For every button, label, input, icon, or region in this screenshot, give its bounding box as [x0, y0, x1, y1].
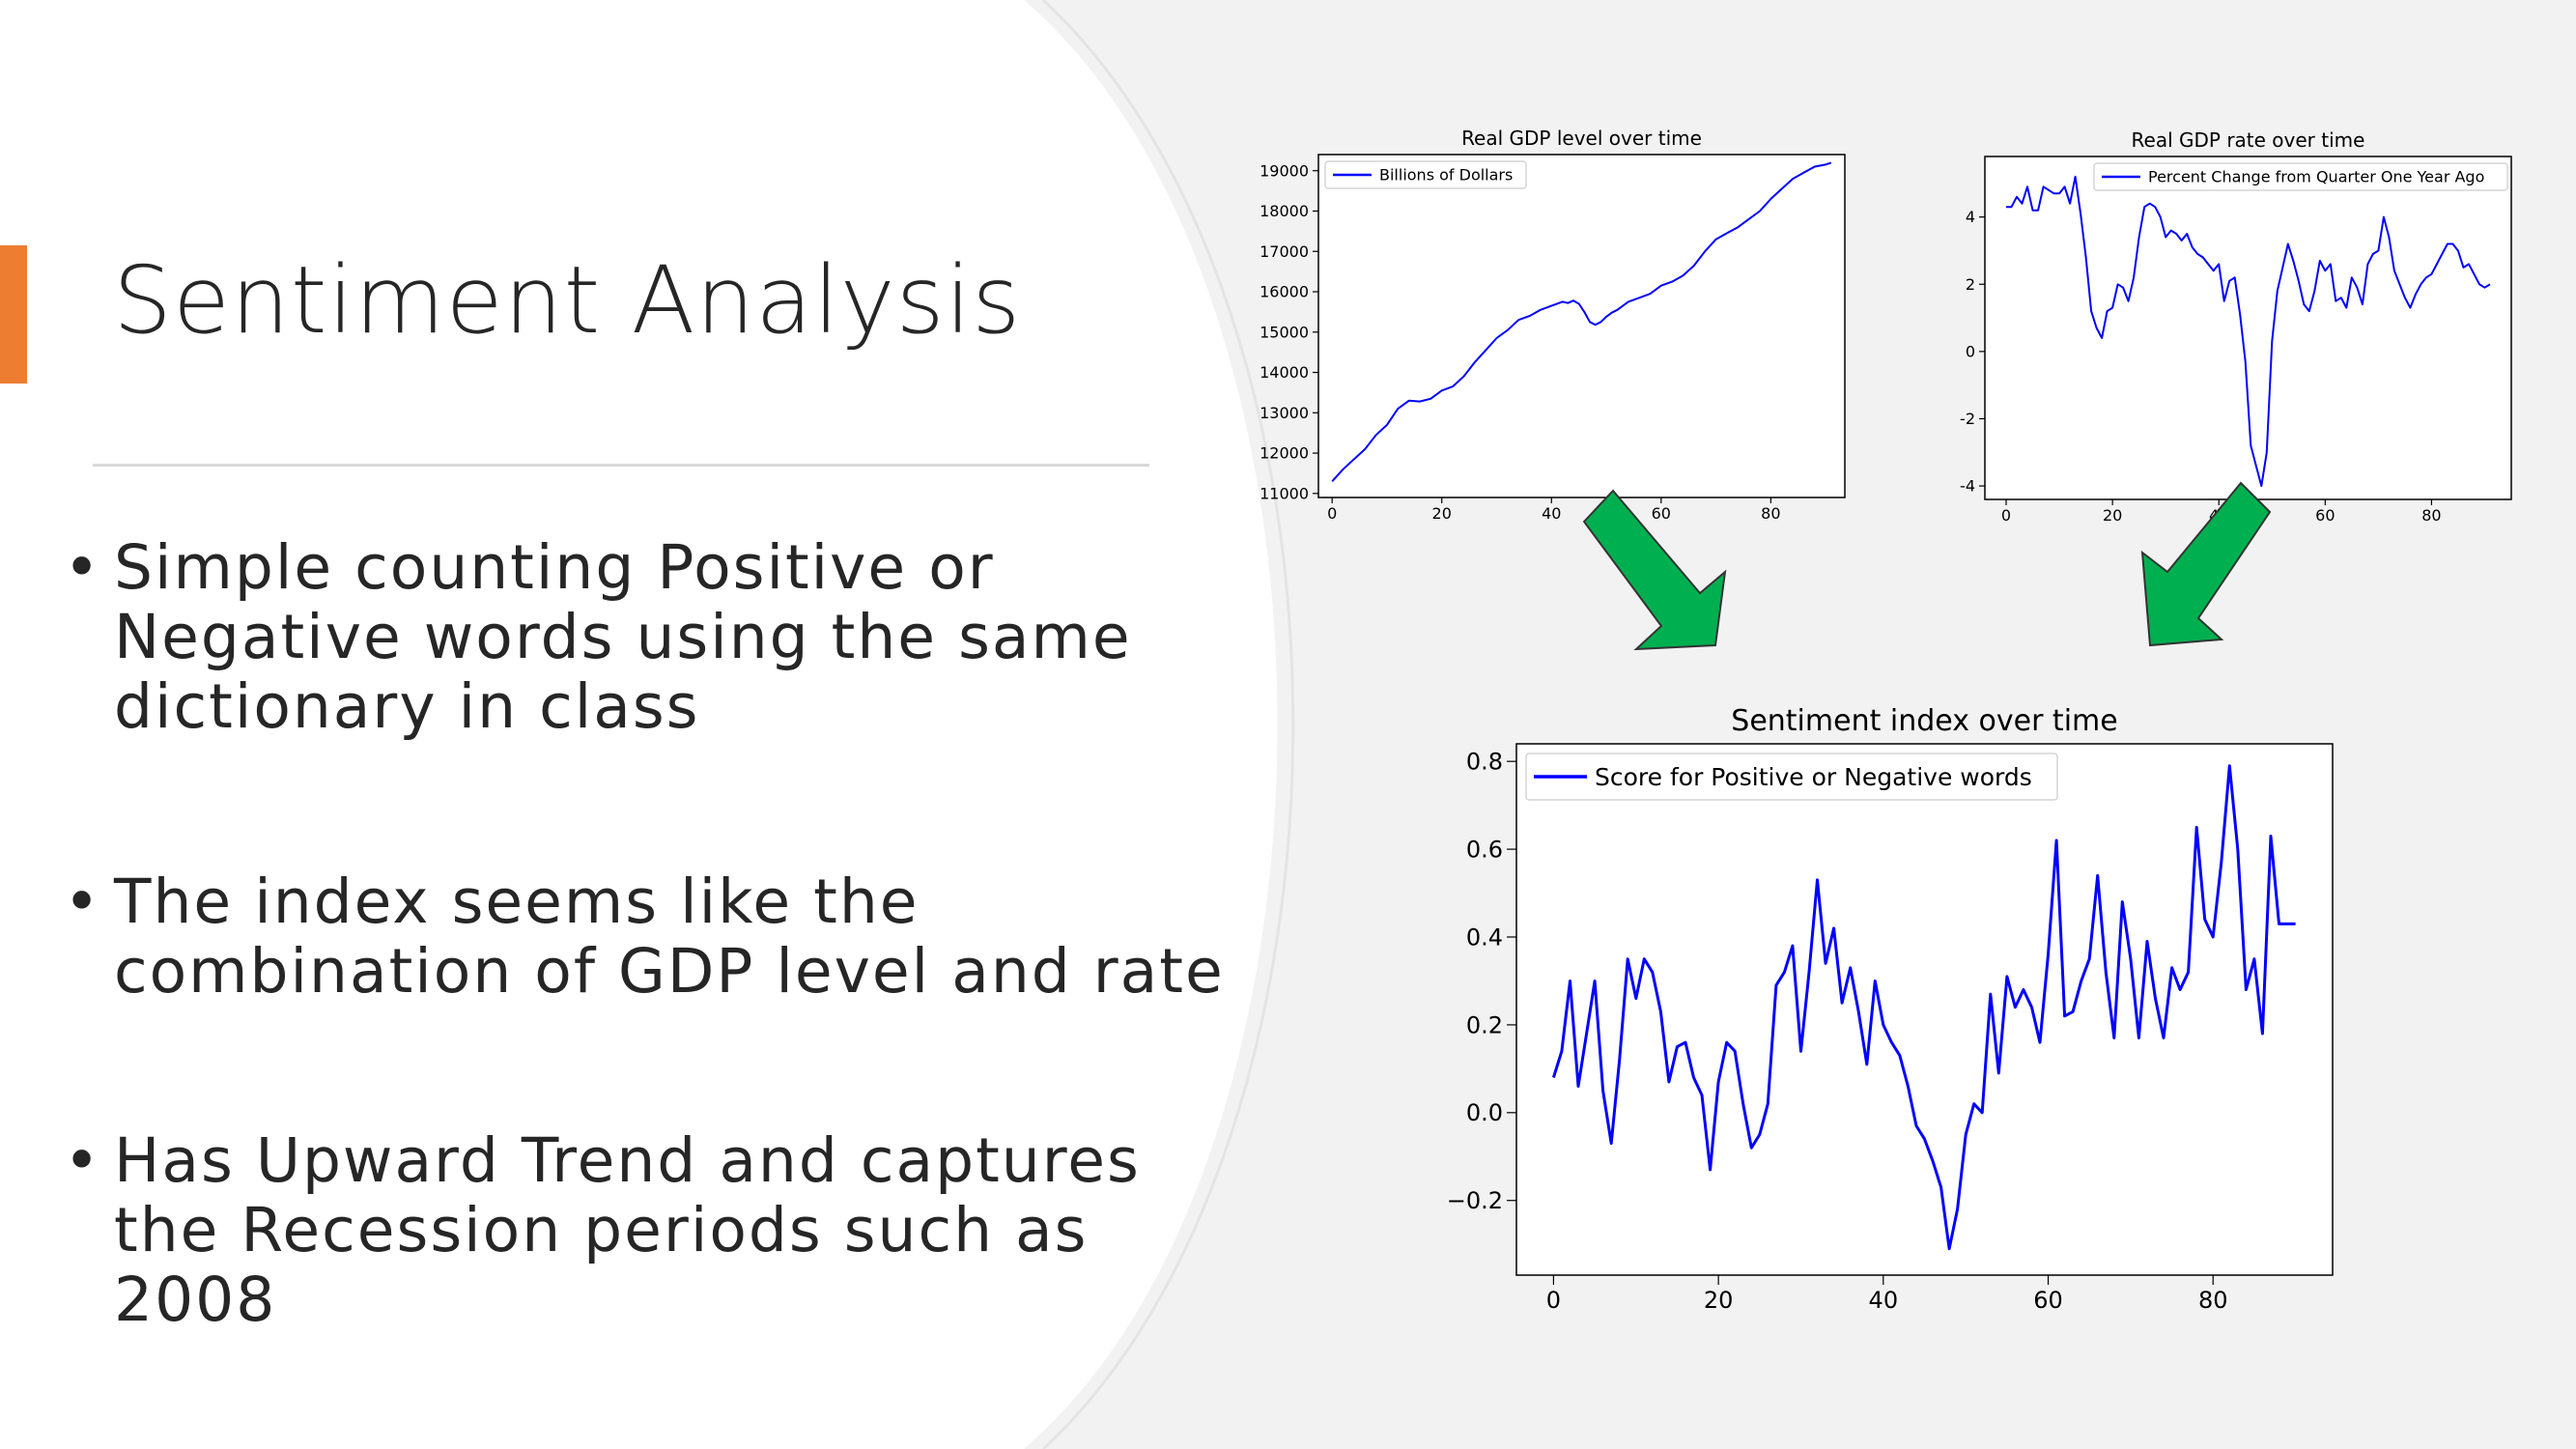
- chart-title: Real GDP rate over time: [2132, 128, 2365, 152]
- title-divider: [93, 464, 1149, 467]
- x-tick-label: 60: [2033, 1287, 2063, 1314]
- legend-box: [2093, 162, 2508, 191]
- bullet-text: Has Upward Trend and captures the Recess…: [114, 1125, 1141, 1335]
- plot-area: [1984, 156, 2512, 500]
- series-line: [2006, 175, 2491, 488]
- legend-box: [1525, 753, 2058, 801]
- legend-label: Score for Positive or Negative words: [1595, 763, 2032, 791]
- bullet-marker: •: [64, 1125, 102, 1196]
- accent-bar: [0, 245, 27, 384]
- green-down-arrow-icon: [2140, 481, 2272, 647]
- series-line: [1331, 161, 1832, 482]
- x-tick-label: 80: [2198, 1287, 2228, 1314]
- x-tick-label: 0: [2001, 506, 2011, 525]
- x-tick-label: 20: [1704, 1287, 1734, 1314]
- circle-outline-arc: [1041, 0, 1295, 1449]
- y-tick-label: 17000: [1260, 242, 1309, 261]
- x-tick-label: 20: [1432, 504, 1452, 523]
- y-tick-label: 0: [1966, 342, 1975, 360]
- x-tick-label: 80: [1761, 504, 1780, 523]
- x-tick-label: 80: [2421, 506, 2441, 525]
- series-line: [1551, 764, 2296, 1251]
- y-tick-label: 12000: [1260, 444, 1309, 463]
- x-tick-label: 60: [1652, 504, 1671, 523]
- x-tick-label: 40: [1542, 504, 1561, 523]
- legend-box: [1324, 160, 1527, 189]
- x-tick-label: 0: [1327, 504, 1337, 523]
- y-tick-label: 19000: [1260, 161, 1309, 180]
- y-tick-label: 0.4: [1466, 923, 1503, 951]
- legend-label: Percent Change from Quarter One Year Ago: [2148, 168, 2484, 186]
- plot-area: [1317, 154, 1846, 498]
- chart-title: Sentiment index over time: [1731, 704, 2117, 738]
- y-tick-label: 14000: [1260, 363, 1309, 382]
- bullet-item: • The index seems like the combination o…: [58, 867, 1256, 1007]
- y-tick-label: 11000: [1260, 484, 1309, 502]
- y-tick-label: 16000: [1260, 283, 1309, 301]
- chart-title: Real GDP level over time: [1461, 127, 1702, 150]
- bullet-marker: •: [64, 532, 102, 603]
- y-tick-label: 0.8: [1466, 749, 1503, 776]
- y-tick-label: 4: [1966, 208, 1975, 226]
- bullet-text: Simple counting Positive or Negative wor…: [114, 532, 1132, 742]
- legend-label: Billions of Dollars: [1379, 166, 1513, 185]
- bullet-item: • Simple counting Positive or Negative w…: [58, 533, 1256, 742]
- bullet-marker: •: [64, 867, 102, 937]
- y-tick-label: 15000: [1260, 323, 1309, 341]
- x-tick-label: 0: [1546, 1287, 1561, 1314]
- y-tick-label: −0.2: [1447, 1187, 1503, 1214]
- y-tick-label: 0.6: [1466, 836, 1503, 863]
- sentiment-chart: Sentiment index over time 0 20 40 60 80 −0.2 0.…: [1447, 704, 2334, 1314]
- gdp-rate-chart: Real GDP rate over time020406080-4-2024P…: [1960, 128, 2512, 525]
- x-tick-label: 40: [1869, 1287, 1899, 1314]
- bullet-text: The index seems like the combination of …: [114, 867, 1225, 1007]
- y-tick-label: 0.2: [1466, 1011, 1503, 1038]
- y-tick-label: 2: [1966, 275, 1975, 294]
- y-tick-label: 0.0: [1466, 1099, 1503, 1126]
- y-tick-label: 18000: [1260, 202, 1309, 220]
- y-tick-label: -4: [1960, 477, 1975, 496]
- white-half-circle: [0, 0, 1278, 1449]
- bullet-list: • Simple counting Positive or Negative w…: [58, 533, 1256, 1335]
- green-down-arrow-icon: [1582, 489, 1727, 651]
- slide-title: Sentiment Analysis: [113, 246, 1022, 355]
- gdp-level-chart: Real GDP level over time 0 20 40 60 80 11000 12…: [1260, 127, 1846, 523]
- y-tick-label: 13000: [1260, 404, 1309, 422]
- x-tick-label: 60: [2315, 506, 2335, 525]
- x-tick-label: 20: [2103, 506, 2122, 525]
- y-tick-label: -2: [1960, 410, 1975, 428]
- bullet-item: • Has Upward Trend and captures the Rece…: [58, 1126, 1256, 1335]
